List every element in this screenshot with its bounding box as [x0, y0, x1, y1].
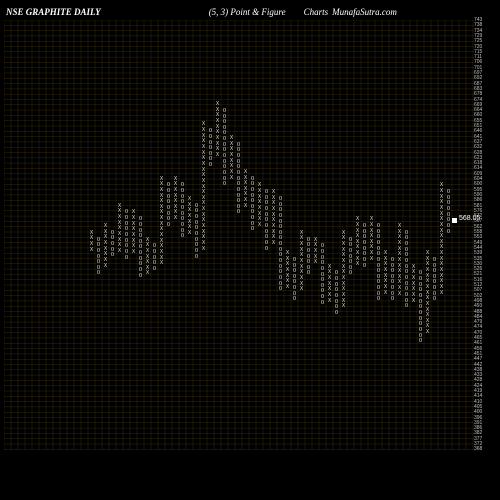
- o-mark: O: [165, 223, 172, 228]
- o-mark: O: [375, 297, 382, 302]
- o-mark: O: [207, 163, 214, 168]
- x-mark: X: [354, 262, 361, 267]
- x-mark: X: [340, 304, 347, 309]
- x-mark: X: [116, 249, 123, 254]
- x-mark: X: [438, 291, 445, 296]
- x-mark: X: [158, 261, 165, 266]
- o-mark: O: [95, 271, 102, 276]
- o-mark: O: [389, 297, 396, 302]
- o-mark: O: [347, 271, 354, 276]
- o-mark: O: [445, 230, 452, 235]
- x-mark: X: [410, 299, 417, 304]
- source-site: MunafaSutra.com: [332, 7, 397, 17]
- o-mark: O: [179, 234, 186, 239]
- o-mark: O: [221, 182, 228, 187]
- o-mark: O: [235, 210, 242, 215]
- x-mark: X: [172, 216, 179, 221]
- x-mark: X: [242, 204, 249, 209]
- x-mark: X: [200, 247, 207, 252]
- pnf-chart: XXXXOOOOOOOXXXXXXXXOOOOOXXXXXXXXXOOOOOOO…: [4, 20, 474, 450]
- x-mark: X: [228, 176, 235, 181]
- o-mark: O: [249, 227, 256, 232]
- o-mark: O: [305, 271, 312, 276]
- o-mark: O: [291, 297, 298, 302]
- o-mark: O: [417, 339, 424, 344]
- o-mark: O: [431, 297, 438, 302]
- o-mark: O: [123, 256, 130, 261]
- x-mark: X: [396, 292, 403, 297]
- x-mark: X: [270, 241, 277, 246]
- x-mark: X: [298, 287, 305, 292]
- o-mark: O: [109, 253, 116, 258]
- o-mark: O: [151, 267, 158, 272]
- y-axis: 7437387347297257207157117067016976926876…: [474, 20, 498, 450]
- x-mark: X: [368, 257, 375, 262]
- source-label: Charts: [304, 7, 329, 17]
- x-mark: X: [214, 153, 221, 158]
- x-mark: X: [102, 264, 109, 269]
- ticker-symbol: NSE GRAPHITE DAILY: [6, 7, 101, 17]
- current-price-marker: [452, 218, 457, 223]
- x-mark: X: [326, 299, 333, 304]
- o-mark: O: [319, 301, 326, 306]
- o-mark: O: [137, 274, 144, 279]
- o-mark: O: [277, 287, 284, 292]
- o-mark: O: [403, 304, 410, 309]
- x-mark: X: [424, 330, 431, 335]
- x-mark: X: [382, 291, 389, 296]
- x-mark: X: [312, 260, 319, 265]
- x-mark: X: [88, 248, 95, 253]
- x-mark: X: [186, 231, 193, 236]
- x-mark: X: [256, 223, 263, 228]
- y-tick: 368: [474, 447, 482, 452]
- o-mark: O: [193, 255, 200, 260]
- chart-header: NSE GRAPHITE DAILY (5, 3) Point & Figure…: [0, 4, 500, 20]
- o-mark: O: [333, 311, 340, 316]
- x-mark: X: [284, 285, 291, 290]
- chart-type-label: (5, 3) Point & Figure: [209, 7, 286, 17]
- x-mark: X: [130, 250, 137, 255]
- pnf-columns: XXXXOOOOOOOXXXXXXXXOOOOOXXXXXXXXXOOOOOOO…: [4, 20, 474, 450]
- o-mark: O: [263, 247, 270, 252]
- o-mark: O: [361, 264, 368, 269]
- x-mark: X: [144, 271, 151, 276]
